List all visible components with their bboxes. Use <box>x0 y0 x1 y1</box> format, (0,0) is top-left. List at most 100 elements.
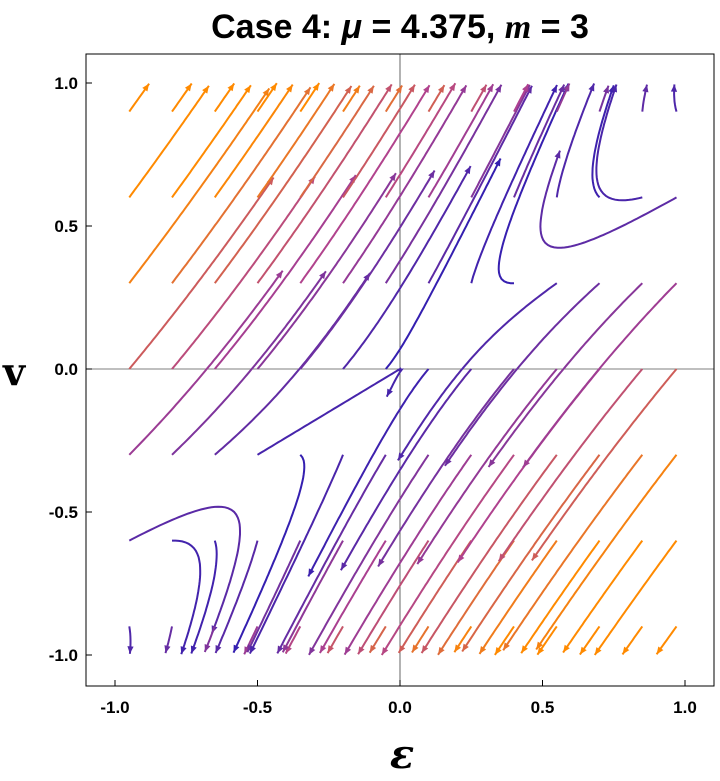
streamline <box>248 454 344 655</box>
streamline-arrow <box>558 84 565 93</box>
streamline <box>497 83 570 285</box>
streamline-arrow <box>603 85 609 94</box>
streamline <box>307 368 430 577</box>
streamline <box>214 540 259 654</box>
streamlines <box>127 82 678 656</box>
streamline <box>427 85 533 284</box>
streamline <box>487 282 643 468</box>
streamline-arrow <box>358 646 365 655</box>
streamline <box>128 176 275 370</box>
streamline-arrow <box>521 645 528 654</box>
streamline-arrow <box>369 644 377 653</box>
title-m: m <box>505 9 531 46</box>
streamline-arrow <box>563 83 570 92</box>
streamline-arrow <box>531 552 539 561</box>
streamline <box>343 454 473 656</box>
streamline-arrow <box>444 457 452 466</box>
streamline <box>171 84 252 198</box>
streamline-arrow <box>344 86 352 94</box>
streamline-arrow <box>303 87 311 96</box>
streamline-arrow <box>495 84 502 93</box>
streamline <box>128 270 284 456</box>
streamline-arrow <box>127 646 134 654</box>
streamline-arrow <box>522 84 529 93</box>
y-axis-label: v <box>2 349 27 394</box>
title-mu: μ <box>341 8 363 46</box>
streamline <box>256 172 397 370</box>
streamline-arrow <box>411 644 419 653</box>
streamline-arrow <box>270 83 277 92</box>
y-tick-label: -0.5 <box>49 503 78 522</box>
streamline-arrow <box>327 83 335 92</box>
streamline-arrow <box>536 641 543 650</box>
streamline-arrow <box>227 83 235 92</box>
streamline-arrow <box>367 85 374 94</box>
streamline-arrow <box>486 84 494 93</box>
streamline-arrow <box>395 85 403 94</box>
streamline <box>276 454 387 654</box>
streamline <box>308 454 430 656</box>
streamline-arrow <box>537 646 545 655</box>
streamline-arrow <box>398 645 406 653</box>
streamline-arrow <box>594 647 602 655</box>
streamline-arrow <box>319 271 326 280</box>
x-tick-label: 1.0 <box>673 698 697 717</box>
streamline-arrow <box>184 83 192 92</box>
streamline <box>420 454 558 654</box>
streamline <box>470 84 558 284</box>
streamline <box>256 83 336 198</box>
streamline-arrow <box>611 84 618 93</box>
streamline-arrow <box>428 170 435 179</box>
streamline <box>214 174 357 370</box>
streamline <box>380 454 515 656</box>
x-tick-label: 0.5 <box>531 698 555 717</box>
streamline <box>385 158 502 370</box>
streamline-arrow <box>423 85 430 94</box>
streamline-arrow <box>479 646 487 654</box>
streamline <box>535 454 678 651</box>
streamline-arrow <box>353 85 360 94</box>
streamline-arrow <box>656 646 664 655</box>
streamline <box>340 368 473 571</box>
streamline-arrow <box>275 270 283 279</box>
streamline-arrow <box>670 84 678 92</box>
streamline-arrow <box>262 88 270 97</box>
y-tick-label: 1.0 <box>54 74 78 93</box>
streamline <box>595 84 643 202</box>
streamline <box>171 175 316 370</box>
streamline <box>522 282 678 468</box>
streamline-arrow <box>498 553 506 562</box>
streamline-arrow <box>488 459 496 467</box>
streamline-arrow <box>215 645 222 654</box>
streamline-arrow <box>454 644 461 653</box>
streamline <box>213 85 353 284</box>
streamline-arrow <box>588 83 595 92</box>
streamline <box>384 82 457 198</box>
streamline <box>384 84 503 284</box>
streamline <box>555 83 596 198</box>
streamline <box>456 368 601 563</box>
streamline <box>513 84 566 198</box>
streamline-arrow <box>551 85 558 94</box>
streamline <box>520 540 601 654</box>
streamline <box>256 83 393 284</box>
streamline <box>299 85 375 198</box>
streamline <box>171 86 312 284</box>
streamline-arrow <box>286 84 293 93</box>
streamline <box>281 540 344 653</box>
x-tick-label: -0.5 <box>243 698 272 717</box>
streamline <box>232 454 306 654</box>
streamline <box>591 84 615 199</box>
streamline <box>246 540 302 653</box>
streamline-arrow <box>554 150 561 159</box>
streamline-arrow <box>378 558 385 567</box>
streamline-arrow <box>457 554 465 563</box>
streamline-arrow <box>233 644 240 653</box>
streamline <box>531 368 678 561</box>
streamline-arrow <box>579 646 587 655</box>
streamline-arrow <box>327 645 334 654</box>
streamline-arrow <box>503 642 510 651</box>
streamline-arrow <box>563 644 570 653</box>
x-tick-label: 0.0 <box>388 698 412 717</box>
